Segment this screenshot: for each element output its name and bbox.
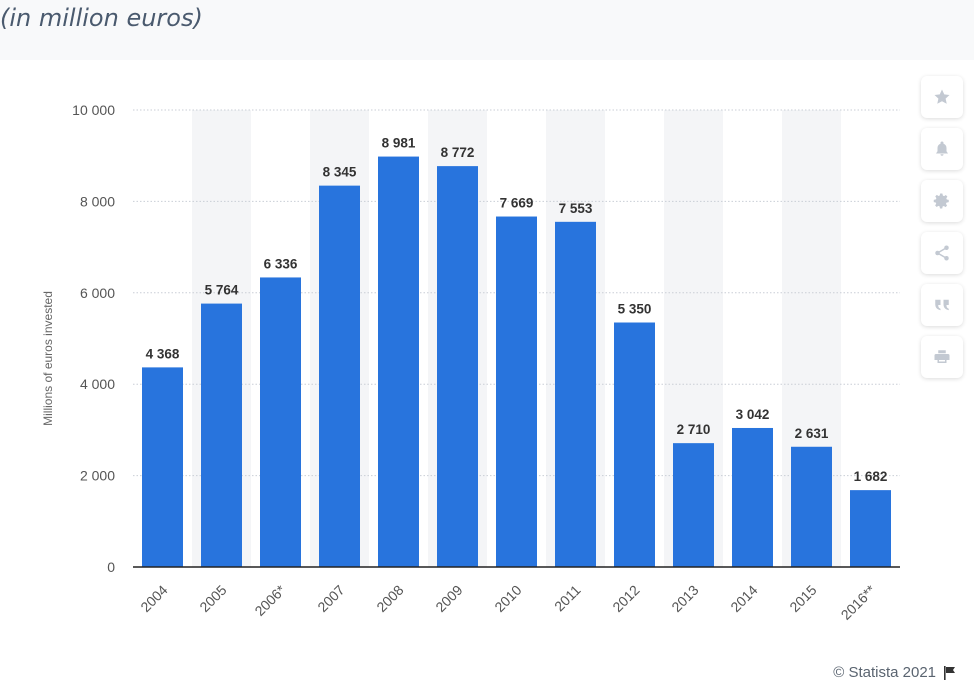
bell-icon: [936, 141, 948, 156]
bar: [614, 322, 655, 567]
bar-value-label: 5 764: [205, 283, 239, 298]
footer: © Statista 2021: [833, 664, 958, 681]
share-button[interactable]: [921, 232, 963, 274]
y-tick-label: 6 000: [80, 285, 115, 301]
bar: [142, 367, 183, 567]
bar-value-label: 2 631: [795, 426, 829, 441]
x-tick-label: 2010: [491, 582, 524, 615]
bar-value-label: 7 553: [559, 201, 593, 216]
bar: [201, 303, 242, 567]
bar-value-label: 8 981: [382, 136, 416, 151]
bar-value-label: 4 368: [146, 346, 180, 361]
x-tick-label: 2006*: [251, 581, 289, 619]
x-tick-label: 2008: [373, 582, 406, 615]
y-tick-label: 0: [107, 559, 115, 575]
notification-button[interactable]: [921, 128, 963, 170]
star-icon: [934, 89, 950, 104]
bar: [732, 427, 773, 567]
bar: [850, 490, 891, 567]
bar: [555, 221, 596, 568]
bar-value-label: 8 772: [441, 145, 475, 160]
flag-icon[interactable]: [942, 665, 958, 681]
x-tick-label: 2012: [609, 582, 642, 615]
share-icon: [935, 245, 949, 261]
bar-value-label: 2 710: [677, 422, 711, 437]
bar: [496, 216, 537, 567]
cite-button[interactable]: [921, 284, 963, 326]
print-icon: [934, 350, 950, 363]
y-axis-title: Millions of euros invested: [41, 291, 55, 426]
x-tick-label: 2011: [551, 582, 584, 615]
quote-icon: [935, 299, 949, 311]
x-tick-label: 2015: [786, 582, 819, 615]
settings-button[interactable]: [921, 180, 963, 222]
bar-value-label: 5 350: [618, 302, 652, 317]
chart-area: 0 2 000 4 000 6 000 8 000 10 000 Millions of e…: [0, 60, 974, 686]
bar-value-label: 1 682: [854, 469, 888, 484]
print-button[interactable]: [921, 336, 963, 378]
bar-value-label: 3 042: [736, 407, 770, 422]
bar: [673, 443, 714, 567]
bar-value-label: 7 669: [500, 196, 534, 211]
chart-subtitle: (in million euros): [0, 4, 203, 32]
bar-value-label: 8 345: [323, 165, 357, 180]
bar: [791, 446, 832, 567]
x-tick-label: 2005: [196, 582, 229, 615]
x-tick-label: 2009: [432, 582, 465, 615]
y-tick-label: 4 000: [80, 376, 115, 392]
x-tick-label: 2013: [668, 582, 701, 615]
x-tick-label: 2016**: [838, 581, 879, 622]
y-tick-label: 8 000: [80, 193, 115, 209]
y-tick-label: 10 000: [72, 102, 115, 118]
bar: [319, 185, 360, 568]
x-tick-label: 2004: [137, 582, 170, 615]
bar: [437, 166, 478, 567]
bar: [378, 156, 419, 567]
favorite-button[interactable]: [921, 76, 963, 118]
x-tick-label: 2007: [314, 582, 347, 615]
copyright-text: © Statista 2021: [833, 664, 936, 681]
bar: [260, 277, 301, 567]
bar-value-label: 6 336: [264, 256, 298, 271]
bar-chart: 0 2 000 4 000 6 000 8 000 10 000 Millions of e…: [41, 102, 900, 623]
gear-icon: [933, 193, 949, 209]
chart-toolbar: [921, 76, 963, 378]
y-tick-label: 2 000: [80, 468, 115, 484]
x-tick-label: 2014: [727, 582, 760, 615]
header-band: (in million euros): [0, 0, 974, 60]
